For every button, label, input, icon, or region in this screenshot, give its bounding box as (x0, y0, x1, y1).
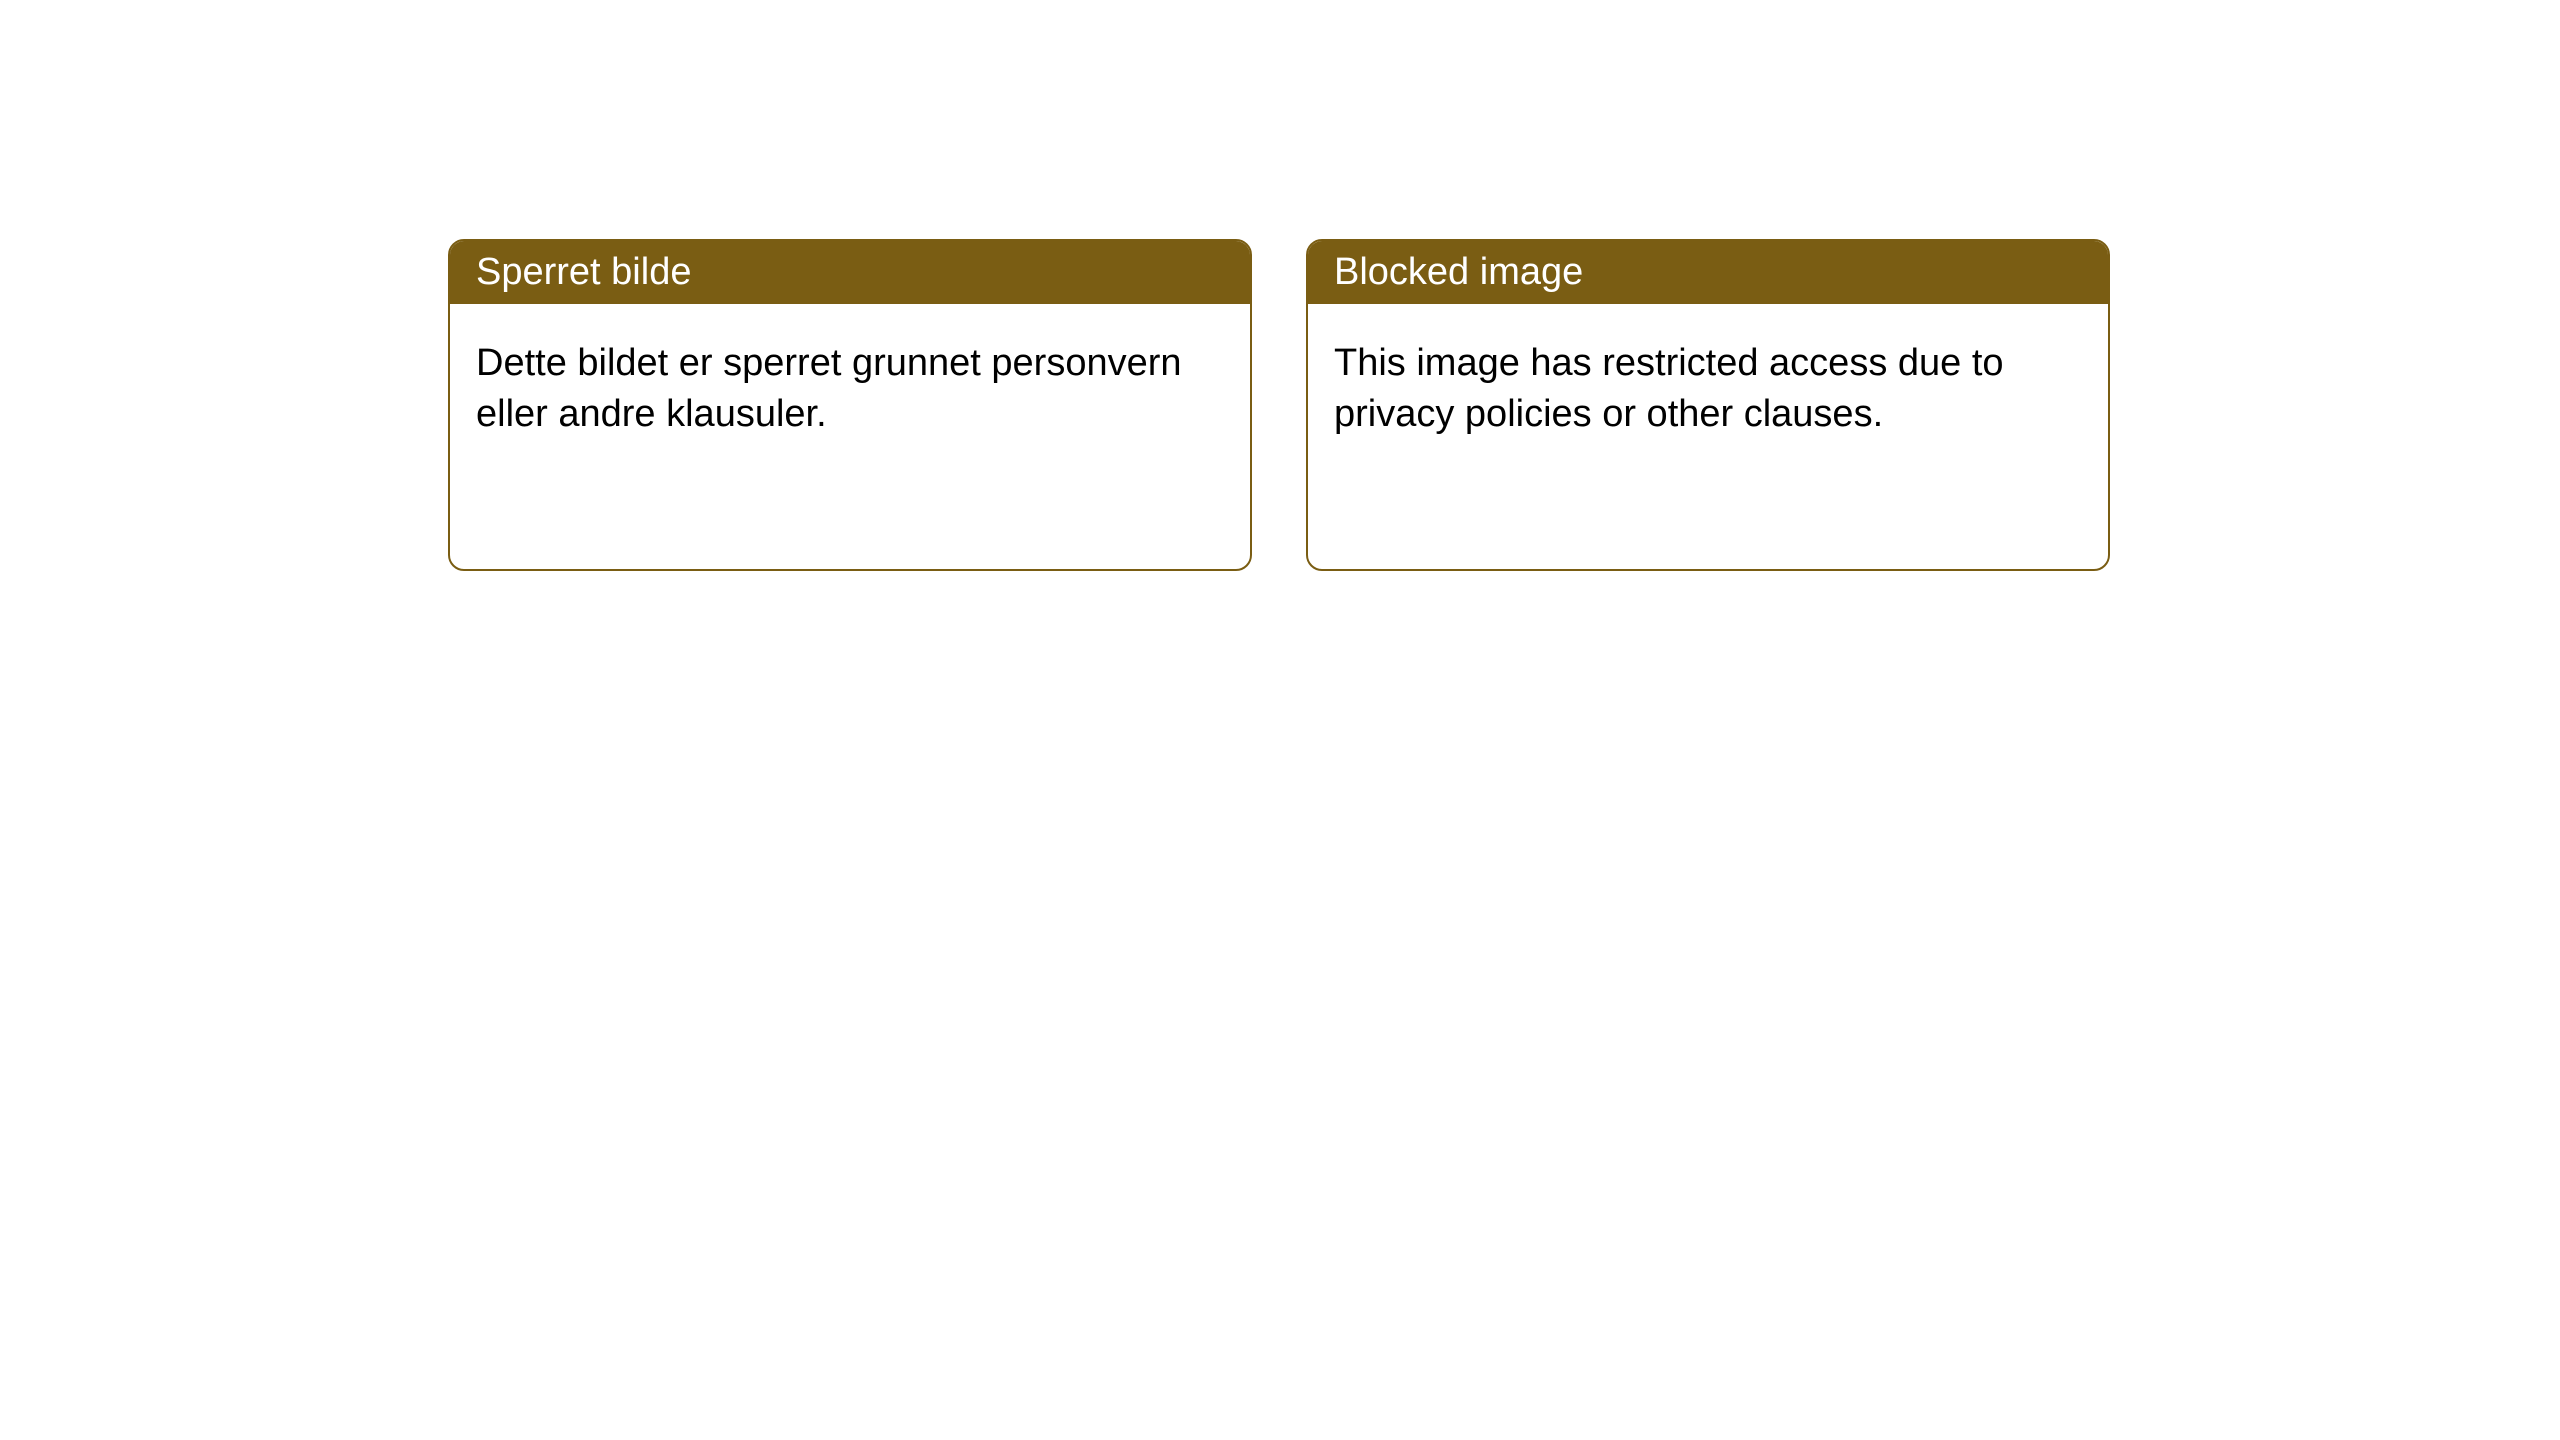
card-body: Dette bildet er sperret grunnet personve… (450, 304, 1250, 475)
card-body-text: This image has restricted access due to … (1334, 342, 2004, 435)
card-title: Blocked image (1334, 251, 1583, 293)
notice-card-norwegian: Sperret bilde Dette bildet er sperret gr… (448, 239, 1252, 571)
notice-cards-container: Sperret bilde Dette bildet er sperret gr… (448, 239, 2110, 571)
card-body: This image has restricted access due to … (1308, 304, 2108, 475)
notice-card-english: Blocked image This image has restricted … (1306, 239, 2110, 571)
card-header: Blocked image (1308, 241, 2108, 304)
card-header: Sperret bilde (450, 241, 1250, 304)
card-body-text: Dette bildet er sperret grunnet personve… (476, 342, 1182, 435)
card-title: Sperret bilde (476, 251, 691, 293)
